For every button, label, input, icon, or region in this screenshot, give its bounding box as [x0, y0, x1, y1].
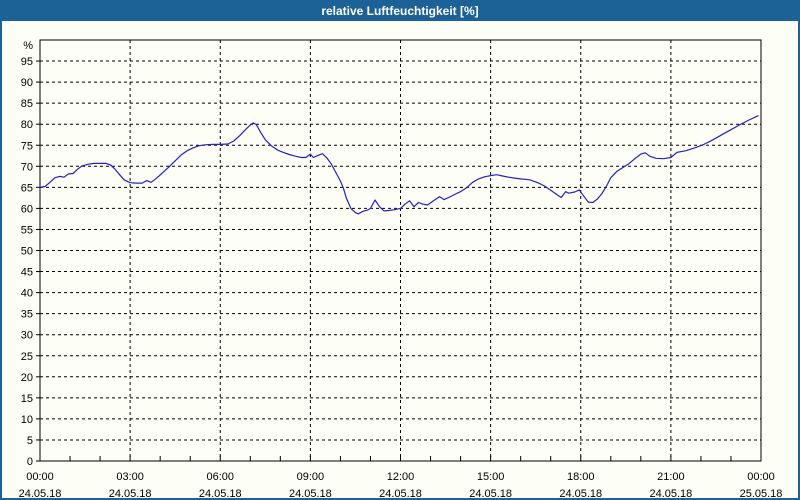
y-axis-labels: 0 5 10 15 20 25 30 35 40 45 50 55 60 65 70 75 80 85 90 95%	[21, 40, 33, 468]
svg-text:75: 75	[21, 140, 33, 152]
svg-text:15: 15	[21, 393, 33, 405]
svg-text:24.05.18: 24.05.18	[289, 488, 332, 498]
svg-text:21:00: 21:00	[657, 471, 685, 483]
svg-text:35: 35	[21, 309, 33, 321]
humidity-line	[39, 115, 759, 215]
svg-text:50: 50	[21, 246, 33, 258]
svg-text:18:00: 18:00	[567, 471, 595, 483]
svg-text:90: 90	[21, 77, 33, 89]
humidity-chart: 05101520253035404550556065707580859095% …	[19, 39, 783, 498]
svg-text:85: 85	[21, 98, 33, 110]
svg-text:20: 20	[21, 372, 33, 384]
svg-text:10: 10	[21, 414, 33, 426]
svg-text:80: 80	[21, 119, 33, 131]
svg-text:00:00: 00:00	[747, 471, 775, 483]
chart-gridlines	[40, 40, 761, 461]
svg-text:30: 30	[21, 330, 33, 342]
svg-text:40: 40	[21, 288, 33, 300]
svg-text:09:00: 09:00	[297, 471, 325, 483]
svg-text:24.05.18: 24.05.18	[19, 488, 62, 498]
window-title: relative Luftfeuchtigkeit [%]	[321, 4, 479, 18]
svg-text:12:00: 12:00	[387, 471, 415, 483]
svg-text:65: 65	[21, 182, 33, 194]
svg-text:5: 5	[27, 435, 33, 447]
svg-text:0: 0	[27, 456, 33, 468]
svg-text:95: 95	[21, 56, 33, 68]
svg-text:00:00: 00:00	[26, 471, 54, 483]
svg-text:24.05.18: 24.05.18	[649, 488, 692, 498]
svg-text:55: 55	[21, 224, 33, 236]
chart-axis-ticks	[36, 60, 762, 462]
chart-area: 0 5 10 15 20 25 30 35 40 45 50 55 60 65 70 75 80 85 90 95% …	[2, 21, 798, 498]
window-titlebar[interactable]: relative Luftfeuchtigkeit [%]	[2, 2, 798, 21]
svg-text:25.05.18: 25.05.18	[740, 488, 783, 498]
svg-text:03:00: 03:00	[116, 471, 144, 483]
svg-text:25: 25	[21, 351, 33, 363]
svg-text:%: %	[23, 40, 33, 52]
svg-text:15:00: 15:00	[477, 471, 505, 483]
svg-text:24.05.18: 24.05.18	[559, 488, 602, 498]
svg-text:45: 45	[21, 267, 33, 279]
svg-text:24.05.18: 24.05.18	[379, 488, 422, 498]
x-axis-labels: 00:00 24.05.18 03:00 24.05.18 06:00 24.05.18 0…	[19, 471, 783, 498]
svg-text:24.05.18: 24.05.18	[469, 488, 512, 498]
svg-text:70: 70	[21, 161, 33, 173]
svg-text:24.05.18: 24.05.18	[199, 488, 242, 498]
svg-text:06:00: 06:00	[206, 471, 234, 483]
svg-text:60: 60	[21, 203, 33, 215]
humidity-line-series	[39, 115, 759, 215]
svg-text:24.05.18: 24.05.18	[109, 488, 152, 498]
